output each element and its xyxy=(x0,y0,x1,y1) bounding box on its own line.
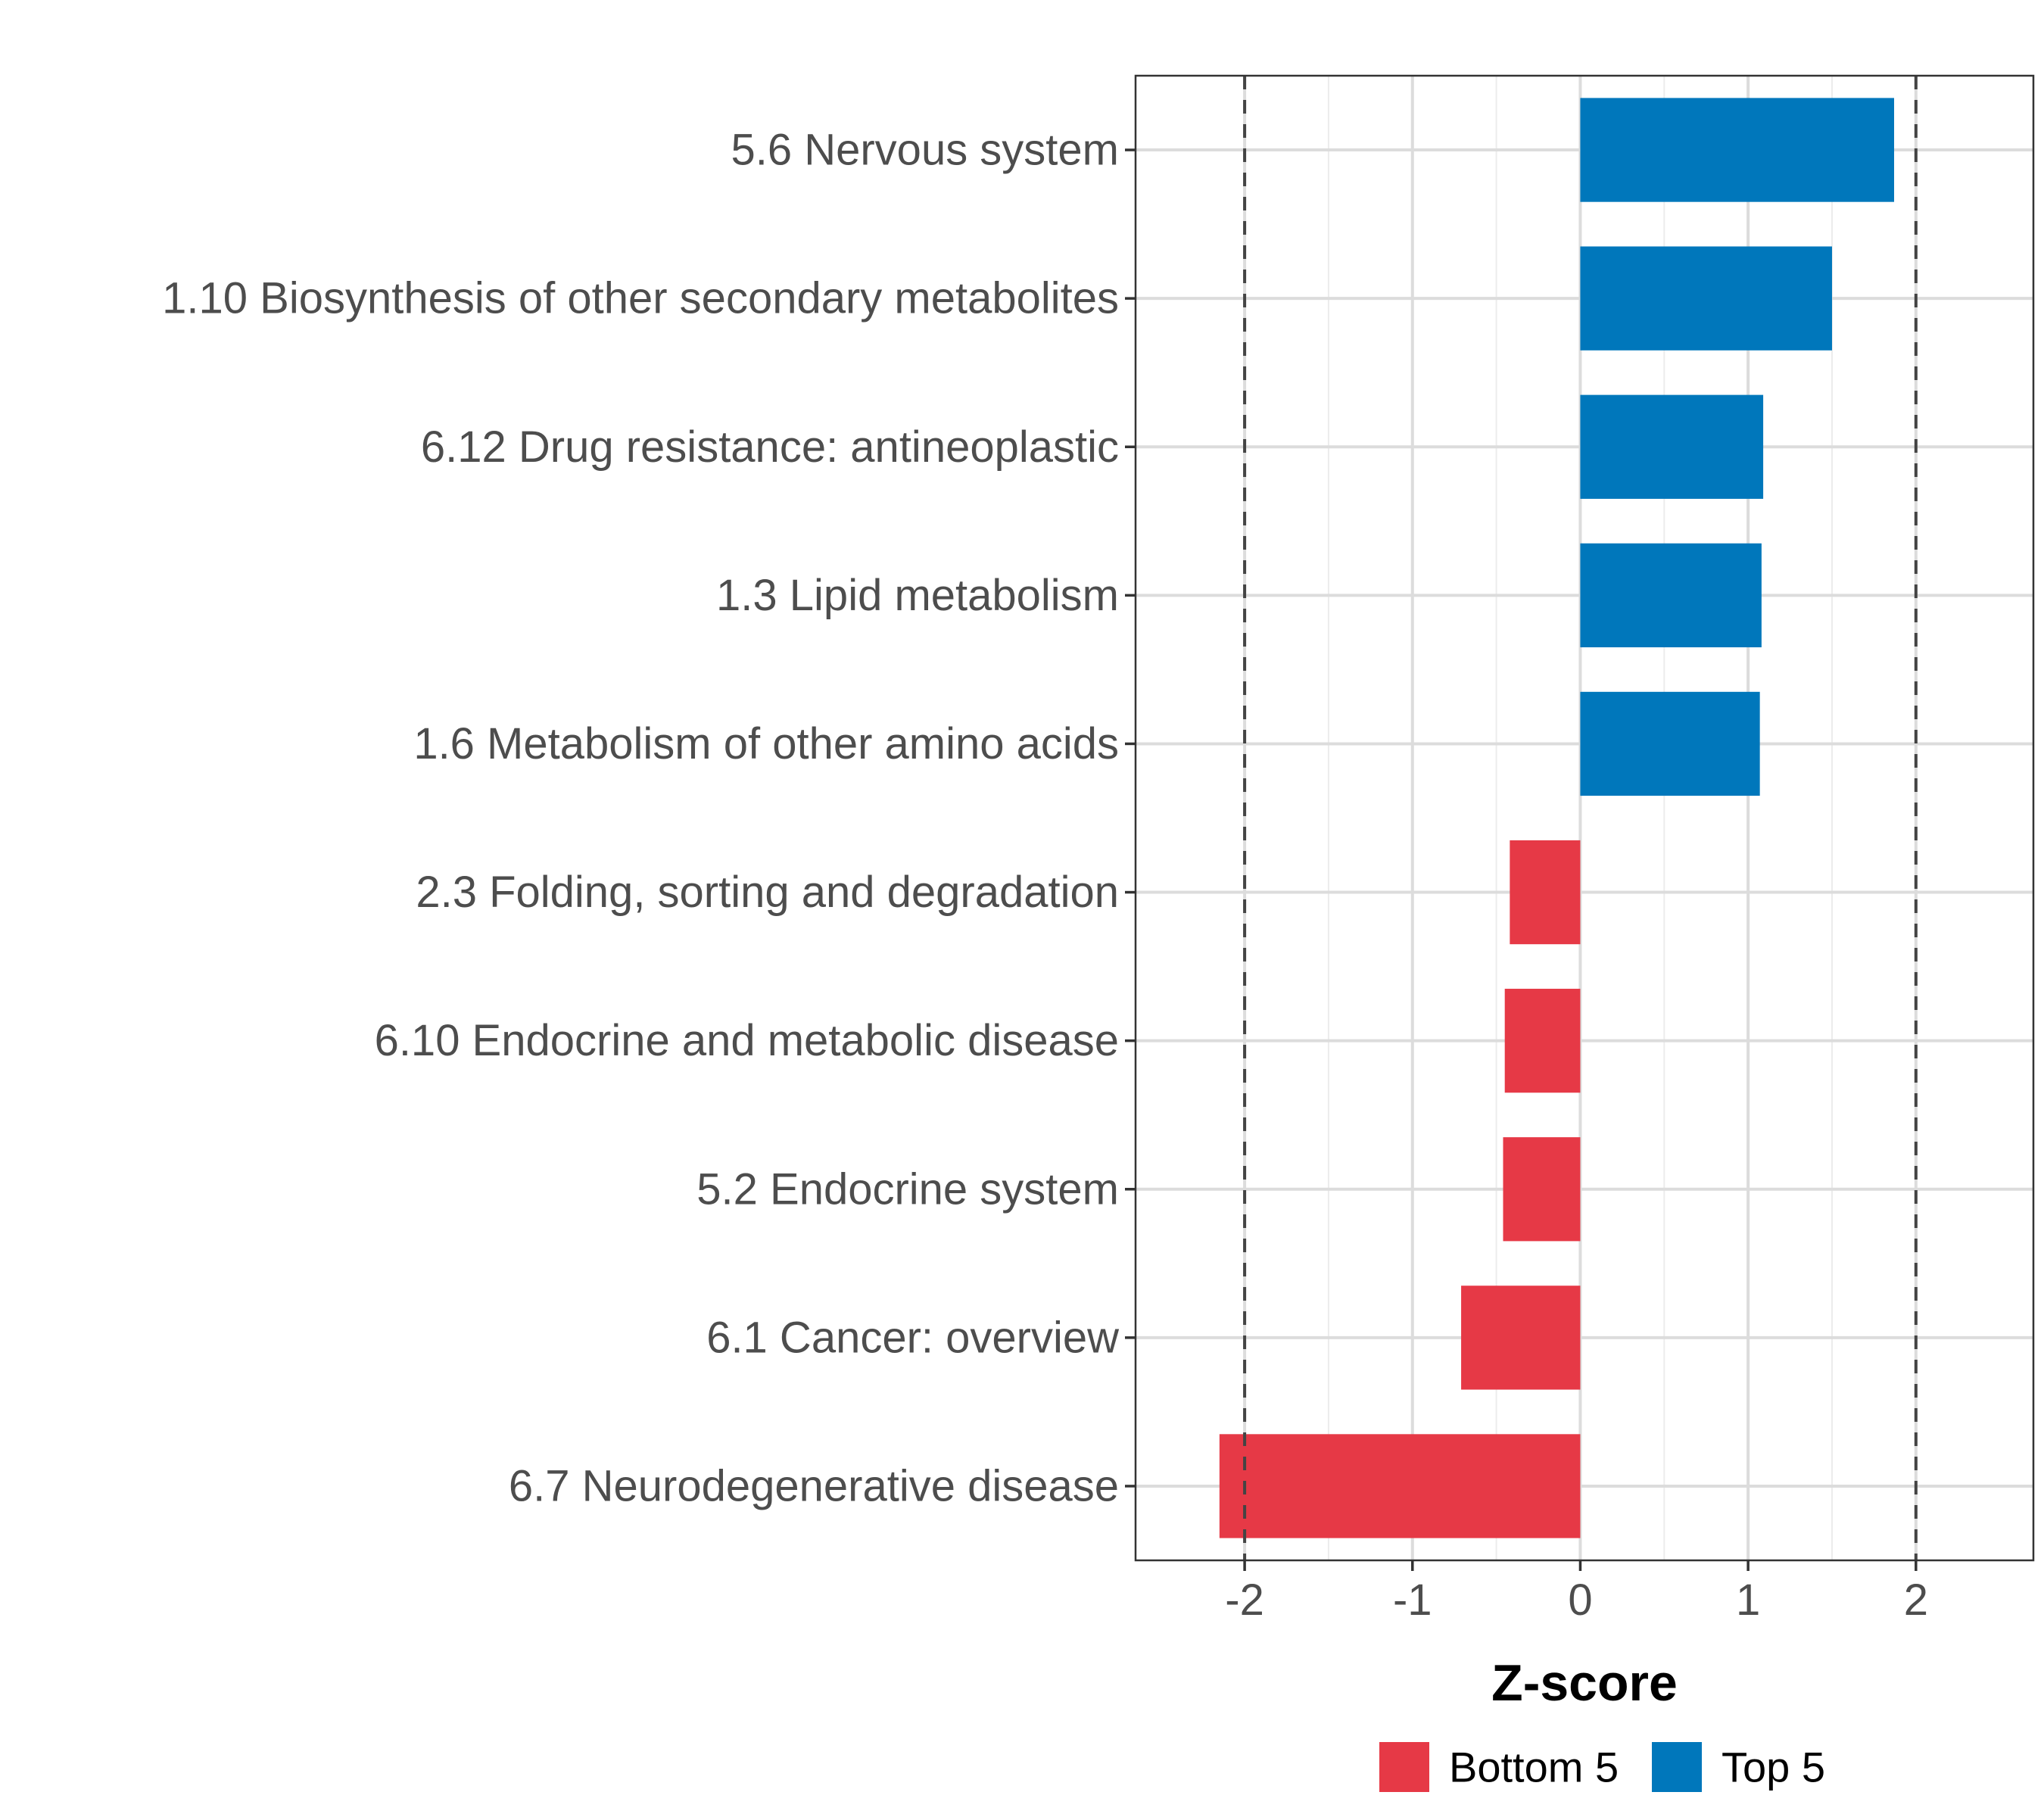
bar-2 xyxy=(1580,246,1832,351)
y-tick-label: 6.1 Cancer: overview xyxy=(706,1313,1120,1362)
bar-4 xyxy=(1580,543,1762,647)
bar-5 xyxy=(1580,691,1760,796)
plot-panel-border xyxy=(1134,74,2035,1562)
y-tick-label: 5.6 Nervous system xyxy=(731,126,1119,175)
x-axis-title: Z-score xyxy=(1491,1654,1678,1712)
y-tick-label: 2.3 Folding, sorting and degradation xyxy=(416,868,1119,917)
bar-7 xyxy=(1504,989,1581,1093)
x-tick-label: 1 xyxy=(1736,1575,1760,1625)
bar-3 xyxy=(1580,394,1764,499)
x-tick-label: 2 xyxy=(1904,1575,1928,1625)
legend-label-2: Top 5 xyxy=(1722,1744,1825,1791)
y-tick-label: 1.10 Biosynthesis of other secondary met… xyxy=(162,274,1119,323)
reference-lines xyxy=(1243,76,1918,1560)
bar-1 xyxy=(1580,98,1895,202)
y-tick-label: 1.6 Metabolism of other amino acids xyxy=(413,719,1119,768)
y-tick-label: 6.12 Drug resistance: antineoplastic xyxy=(421,422,1119,472)
bar-6 xyxy=(1510,840,1581,945)
x-tick-label: 0 xyxy=(1568,1575,1592,1625)
x-tick-label: -1 xyxy=(1393,1575,1432,1625)
y-tick-label: 1.3 Lipid metabolism xyxy=(716,571,1119,620)
x-tick-label: -2 xyxy=(1225,1575,1264,1625)
legend-key-1 xyxy=(1379,1742,1429,1792)
x-axis: -2 -1 0 1 2 xyxy=(1225,1560,1928,1625)
legend-key-2 xyxy=(1652,1742,1702,1792)
y-tick-label: 5.2 Endocrine system xyxy=(696,1164,1119,1214)
y-tick-label: 6.7 Neurodegenerative disease xyxy=(509,1461,1119,1510)
y-axis: 5.6 Nervous system 1.10 Biosynthesis of o… xyxy=(162,126,1136,1510)
legend-label-1: Bottom 5 xyxy=(1449,1744,1619,1791)
legend: Bottom 5 Top 5 xyxy=(1379,1742,1825,1792)
bars xyxy=(1219,98,1895,1538)
bar-8 xyxy=(1503,1137,1581,1242)
bar-9 xyxy=(1461,1286,1581,1390)
bar-10 xyxy=(1219,1434,1581,1538)
y-tick-label: 6.10 Endocrine and metabolic disease xyxy=(375,1016,1119,1065)
